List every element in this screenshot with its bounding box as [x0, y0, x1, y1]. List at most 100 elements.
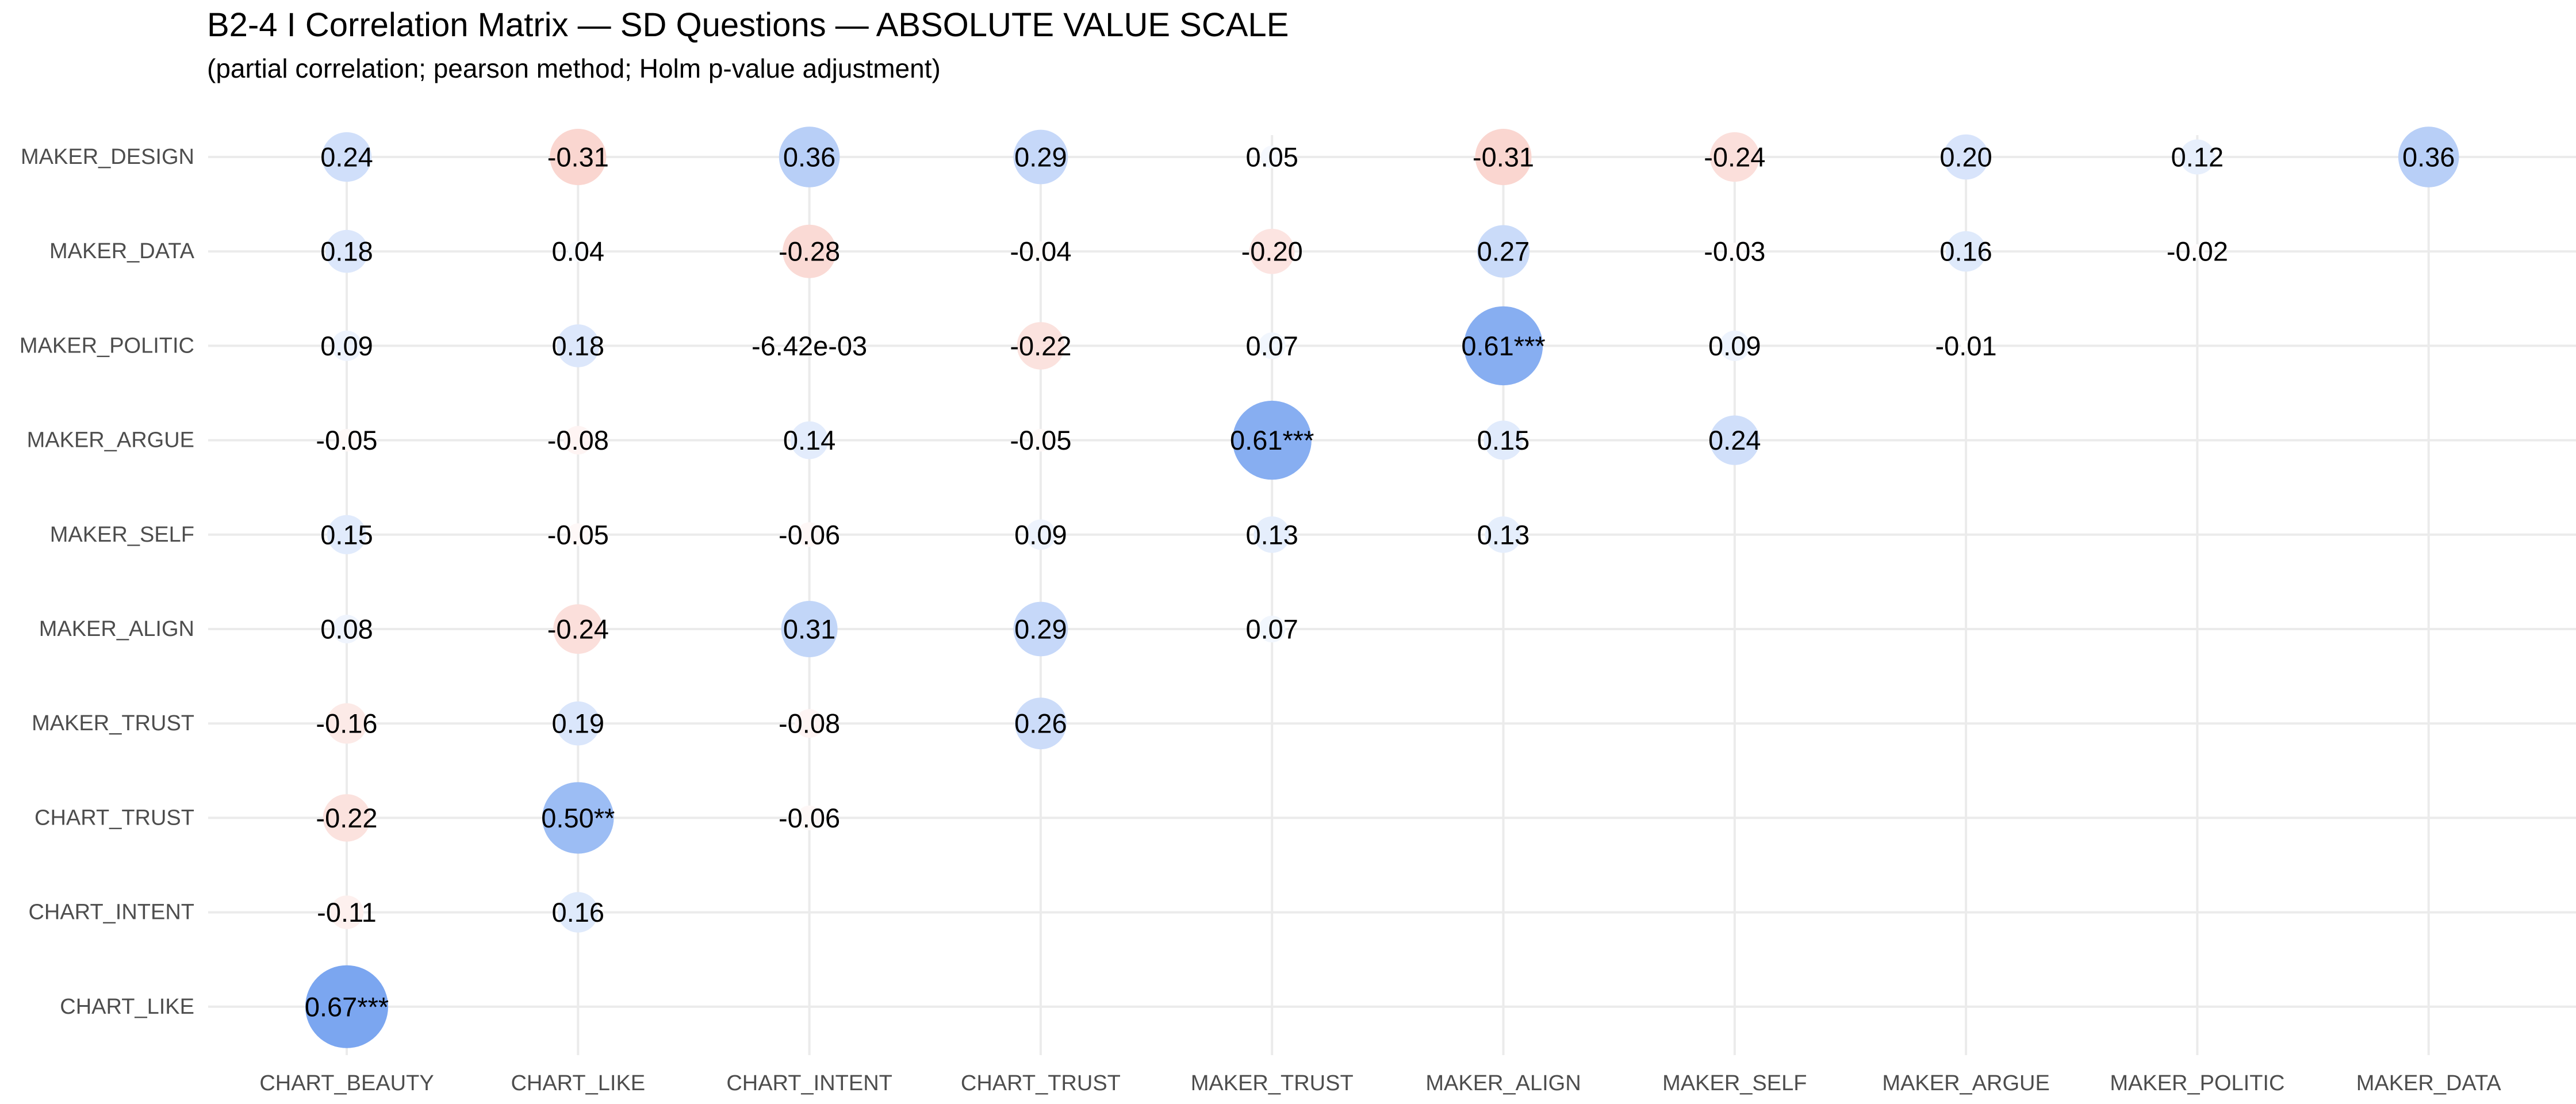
corr-circle-maker-argue-maker-design: [1943, 134, 1989, 180]
x-tick-label: MAKER_DATA: [2356, 1071, 2502, 1095]
corr-label-maker-politic-maker-data: -0.02: [2167, 236, 2228, 267]
corr-circle-maker-trust-maker-design: [1260, 145, 1283, 168]
corr-label-chart-like-maker-self: -0.05: [547, 519, 609, 550]
corr-circle-chart-like-chart-intent: [558, 892, 599, 933]
x-tick-label: MAKER_SELF: [1662, 1071, 1807, 1095]
corr-label-chart-intent-maker-politic: -6.42e-03: [752, 331, 867, 361]
corr-label-maker-self-maker-politic: 0.09: [1708, 331, 1761, 361]
corr-circle-chart-like-maker-argue: [564, 425, 593, 455]
corr-circle-chart-beauty-chart-trust: [323, 794, 371, 842]
corr-circle-maker-politic-maker-data: [2190, 244, 2205, 259]
corr-label-chart-like-maker-trust: 0.19: [552, 708, 604, 739]
corr-circle-chart-intent-maker-politic: [805, 342, 814, 350]
axis-layer: MAKER_DESIGN MAKER_DATA MAKER_POLITIC MAKER…: [20, 145, 2501, 1095]
corr-label-maker-argue-maker-politic: -0.01: [1935, 331, 1997, 361]
corr-label-chart-beauty-maker-self: 0.15: [320, 519, 373, 550]
corr-label-chart-like-maker-design: -0.31: [547, 142, 609, 172]
corr-circle-chart-like-maker-align: [553, 604, 603, 654]
y-tick-label: MAKER_SELF: [50, 523, 194, 547]
corr-label-chart-intent-maker-trust: -0.08: [779, 708, 840, 739]
corr-circle-maker-align-maker-politic: [1463, 306, 1543, 386]
corr-label-maker-politic-maker-design: 0.12: [2171, 142, 2224, 172]
corr-circle-chart-trust-maker-politic: [1017, 322, 1065, 370]
cell-label-layer: 0.24 -0.31 0.36 0.29 0.05 -0.31 -0.24 0.20 0.12 0…: [305, 142, 2455, 1022]
corr-label-maker-argue-maker-design: 0.20: [1939, 142, 1992, 172]
y-tick-label: MAKER_DATA: [49, 239, 195, 263]
corr-label-chart-like-maker-data: 0.04: [552, 236, 604, 267]
grid-layer: [208, 135, 2576, 1055]
corr-circle-maker-self-maker-argue: [1709, 415, 1759, 465]
corr-label-maker-self-maker-data: -0.03: [1704, 236, 1765, 267]
corr-circle-maker-align-maker-design: [1475, 129, 1532, 185]
corr-label-maker-argue-maker-data: 0.16: [1939, 236, 1992, 267]
corr-label-chart-trust-maker-align: 0.29: [1014, 614, 1067, 645]
corr-label-chart-like-chart-intent: 0.16: [552, 897, 604, 927]
corr-circle-maker-self-maker-design: [1709, 132, 1759, 182]
corr-circle-maker-trust-maker-data: [1249, 228, 1295, 274]
corr-label-chart-intent-maker-self: -0.06: [779, 519, 840, 550]
corr-circle-chart-like-maker-design: [550, 129, 607, 185]
corr-circle-maker-align-maker-self: [1485, 516, 1522, 553]
x-tick-label: CHART_INTENT: [726, 1071, 892, 1095]
corr-circle-chart-beauty-maker-trust: [326, 703, 367, 744]
y-tick-label: MAKER_DESIGN: [21, 145, 194, 169]
corr-circle-chart-beauty-chart-intent: [329, 895, 364, 929]
corr-circle-maker-data-maker-design: [2398, 126, 2459, 187]
corr-label-chart-beauty-chart-intent: -0.11: [317, 897, 377, 927]
corr-circle-maker-align-maker-argue: [1483, 420, 1523, 460]
corr-circle-chart-trust-maker-design: [1013, 129, 1068, 185]
corr-circle-chart-trust-maker-trust: [1015, 697, 1067, 750]
corr-circle-chart-beauty-chart-like: [305, 965, 388, 1048]
x-tick-label: MAKER_ALIGN: [1425, 1071, 1581, 1095]
corr-label-maker-align-maker-argue: 0.15: [1477, 425, 1529, 455]
corr-label-maker-trust-maker-data: -0.20: [1241, 236, 1303, 267]
circle-layer: [305, 126, 2459, 1048]
corr-label-chart-like-maker-align: -0.24: [547, 614, 609, 645]
corr-circle-chart-trust-maker-self: [1025, 519, 1056, 550]
corr-circle-chart-like-maker-self: [566, 523, 589, 546]
corr-label-chart-like-maker-argue: -0.08: [547, 425, 609, 455]
corr-circle-chart-beauty-maker-align: [332, 615, 361, 643]
corr-label-maker-align-maker-politic: 0.61***: [1461, 331, 1545, 361]
corr-label-chart-beauty-chart-like: 0.67***: [305, 991, 389, 1022]
corr-circle-chart-intent-maker-trust: [795, 709, 824, 738]
corr-circle-chart-intent-maker-argue: [790, 421, 829, 459]
corr-circle-chart-intent-maker-design: [779, 126, 840, 187]
corr-circle-maker-trust-maker-align: [1258, 615, 1286, 643]
corr-label-chart-trust-maker-self: 0.09: [1014, 519, 1067, 550]
corr-circle-chart-beauty-maker-data: [325, 229, 369, 273]
corr-circle-chart-intent-chart-trust: [797, 805, 822, 830]
corr-label-chart-intent-chart-trust: -0.06: [779, 803, 840, 833]
x-tick-label: CHART_BEAUTY: [259, 1071, 434, 1095]
corr-label-chart-like-maker-politic: 0.18: [552, 331, 604, 361]
corr-label-chart-trust-maker-politic: -0.22: [1010, 331, 1071, 361]
y-tick-label: MAKER_TRUST: [32, 711, 194, 735]
corr-circle-maker-trust-maker-argue: [1232, 400, 1312, 480]
corr-label-maker-trust-maker-align: 0.07: [1245, 614, 1298, 645]
y-tick-label: CHART_INTENT: [28, 900, 194, 925]
corr-label-maker-align-maker-self: 0.13: [1477, 519, 1529, 550]
corr-circle-chart-beauty-maker-self: [327, 515, 367, 554]
x-tick-label: MAKER_POLITIC: [2110, 1071, 2284, 1095]
corr-label-maker-trust-maker-argue: 0.61***: [1230, 425, 1314, 455]
corr-label-maker-self-maker-argue: 0.24: [1708, 425, 1761, 455]
corr-label-chart-intent-maker-design: 0.36: [783, 142, 835, 172]
y-tick-label: MAKER_ARGUE: [27, 428, 194, 453]
corr-circle-chart-like-maker-politic: [557, 324, 600, 367]
corr-circle-chart-like-maker-data: [568, 241, 588, 262]
corr-circle-maker-trust-maker-politic: [1258, 332, 1286, 359]
corr-circle-maker-align-maker-data: [1477, 225, 1530, 278]
corr-circle-chart-beauty-maker-politic: [331, 331, 362, 361]
corr-label-chart-beauty-maker-trust: -0.16: [316, 708, 377, 739]
x-tick-label: MAKER_TRUST: [1191, 1071, 1354, 1095]
chart-title: B2-4 I Correlation Matrix — SD Questions…: [207, 6, 1289, 44]
corr-label-maker-data-maker-design: 0.36: [2402, 142, 2455, 172]
corr-label-chart-trust-maker-argue: -0.05: [1010, 425, 1071, 455]
corr-label-chart-beauty-chart-trust: -0.22: [316, 803, 377, 833]
corr-label-chart-beauty-maker-politic: 0.09: [320, 331, 373, 361]
corr-circle-chart-intent-maker-data: [783, 224, 837, 278]
corr-label-maker-self-maker-design: -0.24: [1704, 142, 1765, 172]
corr-label-chart-like-chart-trust: 0.50**: [541, 803, 615, 833]
x-tick-label: MAKER_ARGUE: [1882, 1071, 2049, 1095]
